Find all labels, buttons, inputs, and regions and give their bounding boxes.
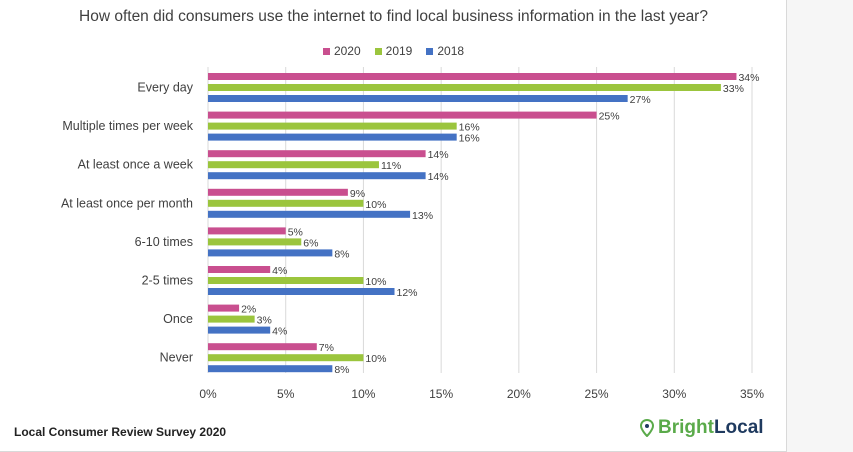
chart-card: How often did consumers use the internet…	[0, 0, 787, 452]
x-tick-label: 5%	[277, 387, 295, 401]
data-label: 14%	[428, 149, 449, 161]
data-label: 10%	[365, 276, 386, 288]
bar-2018	[208, 172, 426, 180]
legend-label-2019: 2019	[385, 44, 413, 58]
brand-name-part1: Bright	[658, 417, 714, 438]
category-label: At least once a week	[78, 158, 194, 172]
bar-2019	[208, 199, 364, 207]
legend-item-2018: 2018	[426, 44, 464, 58]
legend-label-2018: 2018	[437, 44, 465, 58]
legend-swatch-2018	[426, 47, 434, 55]
map-pin-icon	[640, 419, 654, 437]
data-label: 11%	[381, 160, 401, 172]
category-label: Once	[163, 312, 193, 326]
bar-2020	[208, 188, 348, 196]
data-label: 7%	[319, 342, 334, 354]
data-label: 10%	[365, 353, 386, 365]
category-label: At least once per month	[61, 196, 193, 210]
bar-2019	[208, 84, 721, 91]
category-label: Never	[160, 351, 193, 365]
data-label: 27%	[630, 94, 651, 106]
data-label: 8%	[334, 364, 349, 376]
bar-2020	[208, 304, 240, 312]
x-tick-label: 10%	[351, 387, 375, 401]
bar-2018	[208, 326, 271, 334]
bar-2020	[208, 150, 426, 158]
bar-chart: 0% 5% 10% 15% 20% 25% 30% 35% Every day 34%33% 27%…	[61, 67, 764, 401]
x-tick-label: 15%	[429, 387, 453, 401]
category-label: Multiple times per week	[62, 119, 193, 133]
bar-2018	[208, 133, 457, 141]
x-tick-label: 0%	[199, 387, 217, 401]
data-label: 25%	[599, 111, 620, 123]
legend-label-2020: 2020	[333, 44, 361, 58]
brand-name-part2: Local	[713, 417, 764, 438]
bar-2019	[208, 122, 457, 130]
bar-2019	[208, 277, 364, 284]
category-label: 6-10 times	[135, 235, 193, 249]
bar-2018	[208, 288, 395, 295]
data-label: 5%	[288, 226, 303, 238]
bar-2020	[208, 343, 317, 351]
data-label: 14%	[428, 171, 449, 183]
data-label: 8%	[334, 248, 349, 260]
bar-2019	[208, 238, 302, 246]
chart-legend: 2020 2019 2018	[0, 44, 787, 58]
brand-logo: Bright Local	[640, 417, 764, 439]
data-label: 9%	[350, 188, 365, 200]
x-tick-label: 30%	[662, 387, 686, 401]
bar-2020	[208, 266, 271, 273]
data-label: 33%	[723, 83, 744, 95]
data-label: 3%	[257, 315, 272, 327]
bar-2019	[208, 354, 364, 362]
data-label: 16%	[459, 133, 480, 145]
legend-swatch-2020	[322, 47, 330, 55]
bar-2020	[208, 227, 286, 235]
data-label: 10%	[365, 199, 386, 211]
data-label: 4%	[272, 326, 287, 338]
background-panel	[787, 0, 853, 452]
source-caption: Local Consumer Review Survey 2020	[14, 425, 227, 439]
chart-title: How often did consumers use the internet…	[79, 8, 708, 25]
data-label: 2%	[241, 304, 256, 316]
legend-item-2019: 2019	[374, 44, 413, 58]
bar-2018	[208, 210, 411, 218]
bar-2018	[208, 249, 333, 257]
bar-2020	[208, 73, 737, 80]
bar-2018	[208, 95, 628, 102]
data-label: 6%	[303, 237, 318, 249]
bar-2019	[208, 161, 379, 169]
category-label: 2-5 times	[142, 274, 193, 288]
x-tick-label: 20%	[507, 387, 531, 401]
data-label: 12%	[397, 287, 418, 299]
data-label: 34%	[738, 72, 759, 84]
bar-2018	[208, 365, 333, 373]
legend-item-2020: 2020	[322, 44, 361, 58]
bar-2019	[208, 315, 255, 323]
data-label: 13%	[412, 210, 433, 222]
x-tick-label: 25%	[585, 387, 609, 401]
category-label: Every day	[137, 81, 193, 95]
legend-swatch-2019	[374, 47, 382, 55]
bar-2020	[208, 111, 597, 119]
data-label: 4%	[272, 265, 287, 277]
x-tick-label: 35%	[740, 387, 764, 401]
data-label: 16%	[459, 122, 480, 134]
